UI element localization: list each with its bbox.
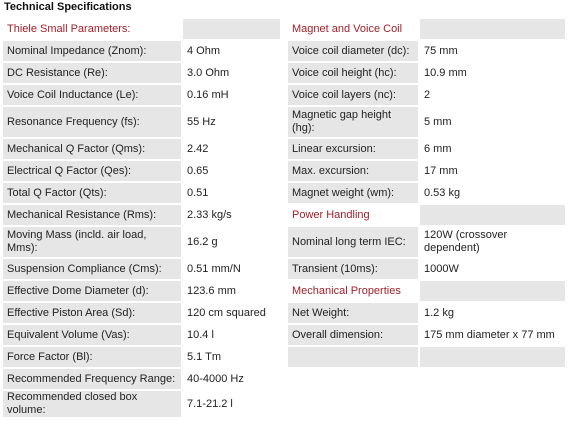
spec-value: 55 Hz [183,107,280,137]
magnet-power-mechanical-table: Magnet and Voice Coil Voice coil diamete… [286,17,567,369]
section-header-row: Power Handling [288,205,565,225]
spec-value: 120W (crossover dependent) [420,227,565,257]
table-row: Effective Dome Diameter (d): 123.6 mm [3,281,280,301]
spec-value: 3.0 Ohm [183,63,280,83]
spec-value: 10.9 mm [420,63,565,83]
spec-label: Voice coil height (hc): [288,63,418,83]
spec-value: 1000W [420,259,565,279]
table-row: Nominal Impedance (Znom): 4 Ohm [3,41,280,61]
table-row: Nominal long term IEC: 120W (crossover d… [288,227,565,257]
spec-label: Force Factor (Bl): [3,347,181,367]
spec-label: Net Weight: [288,303,418,323]
table-row: Voice coil diameter (dc): 75 mm [288,41,565,61]
table-row: DC Resistance (Re): 3.0 Ohm [3,63,280,83]
spec-value: 0.65 [183,161,280,181]
spec-label: Mechanical Q Factor (Qms): [3,139,181,159]
table-row: Recommended Frequency Range: 40-4000 Hz [3,369,280,389]
section-header-row: Thiele Small Parameters: [3,19,280,39]
spec-value: 0.51 mm/N [183,259,280,279]
spec-value: 5.1 Tm [183,347,280,367]
page-title: Technical Specifications [4,1,132,13]
table-row: Equivalent Volume (Vas): 10.4 l [3,325,280,345]
table-row: Max. excursion: 17 mm [288,161,565,181]
spec-label: Effective Dome Diameter (d): [3,281,181,301]
empty-cell [420,347,565,367]
spec-value: 0.53 kg [420,183,565,203]
section-title-mechanical-properties: Mechanical Properties [288,281,418,301]
table-row: Effective Piston Area (Sd): 120 cm squar… [3,303,280,323]
spec-label: Nominal Impedance (Znom): [3,41,181,61]
spec-value: 75 mm [420,41,565,61]
spec-label: Max. excursion: [288,161,418,181]
section-title-power-handling: Power Handling [288,205,418,225]
spec-value: 2.42 [183,139,280,159]
table-row: Net Weight: 1.2 kg [288,303,565,323]
spec-value: 120 cm squared [183,303,280,323]
table-row: Recommended closed box volume: 7.1-21.2 … [3,391,280,417]
spec-value: 0.16 mH [183,85,280,105]
table-row: Overall dimension: 175 mm diameter x 77 … [288,325,565,345]
table-row: Voice coil height (hc): 10.9 mm [288,63,565,83]
table-row: Resonance Frequency (fs): 55 Hz [3,107,280,137]
table-row: Transient (10ms): 1000W [288,259,565,279]
spec-label: Linear excursion: [288,139,418,159]
spec-label: Magnet weight (wm): [288,183,418,203]
table-row: Voice Coil Inductance (Le): 0.16 mH [3,85,280,105]
table-row: Electrical Q Factor (Qes): 0.65 [3,161,280,181]
section-header-row: Magnet and Voice Coil [288,19,565,39]
table-row: Magnetic gap height (hg): 5 mm [288,107,565,137]
spec-label: Suspension Compliance (Cms): [3,259,181,279]
spec-label: Electrical Q Factor (Qes): [3,161,181,181]
spec-value: 40-4000 Hz [183,369,280,389]
table-row: Mechanical Resistance (Rms): 2.33 kg/s [3,205,280,225]
spec-value: 123.6 mm [183,281,280,301]
table-row: Linear excursion: 6 mm [288,139,565,159]
spec-value: 17 mm [420,161,565,181]
table-row: Mechanical Q Factor (Qms): 2.42 [3,139,280,159]
spec-label: Recommended Frequency Range: [3,369,181,389]
spec-value: 0.51 [183,183,280,203]
thiele-small-parameters-table: Thiele Small Parameters: Nominal Impedan… [1,17,282,419]
spec-value: 6 mm [420,139,565,159]
empty-cell [288,347,418,367]
section-title-thiele-small: Thiele Small Parameters: [3,19,181,39]
table-row: Moving Mass (incld. air load, Mms): 16.2… [3,227,280,257]
table-row: Total Q Factor (Qts): 0.51 [3,183,280,203]
spec-label: Moving Mass (incld. air load, Mms): [3,227,181,257]
spec-label: Voice Coil Inductance (Le): [3,85,181,105]
spec-value: 16.2 g [183,227,280,257]
spec-label: Total Q Factor (Qts): [3,183,181,203]
table-row: Magnet weight (wm): 0.53 kg [288,183,565,203]
spec-label: Effective Piston Area (Sd): [3,303,181,323]
spec-value: 1.2 kg [420,303,565,323]
spec-value: 4 Ohm [183,41,280,61]
spec-value: 2.33 kg/s [183,205,280,225]
empty-row [288,347,565,367]
spec-label: Magnetic gap height (hg): [288,107,418,137]
section-header-filler [420,281,565,301]
spec-value: 7.1-21.2 l [183,391,280,417]
section-title-magnet-voice-coil: Magnet and Voice Coil [288,19,418,39]
spec-label: Voice coil layers (nc): [288,85,418,105]
spec-value: 10.4 l [183,325,280,345]
section-header-row: Mechanical Properties [288,281,565,301]
spec-label: DC Resistance (Re): [3,63,181,83]
spec-label: Nominal long term IEC: [288,227,418,257]
spec-label: Equivalent Volume (Vas): [3,325,181,345]
section-header-filler [420,19,565,39]
spec-value: 175 mm diameter x 77 mm [420,325,565,345]
spec-value: 5 mm [420,107,565,137]
spec-label: Transient (10ms): [288,259,418,279]
section-header-filler [183,19,280,39]
spec-label: Recommended closed box volume: [3,391,181,417]
table-row: Suspension Compliance (Cms): 0.51 mm/N [3,259,280,279]
table-row: Voice coil layers (nc): 2 [288,85,565,105]
spec-value: 2 [420,85,565,105]
spec-label: Resonance Frequency (fs): [3,107,181,137]
section-header-filler [420,205,565,225]
spec-label: Overall dimension: [288,325,418,345]
spec-label: Mechanical Resistance (Rms): [3,205,181,225]
spec-label: Voice coil diameter (dc): [288,41,418,61]
table-row: Force Factor (Bl): 5.1 Tm [3,347,280,367]
